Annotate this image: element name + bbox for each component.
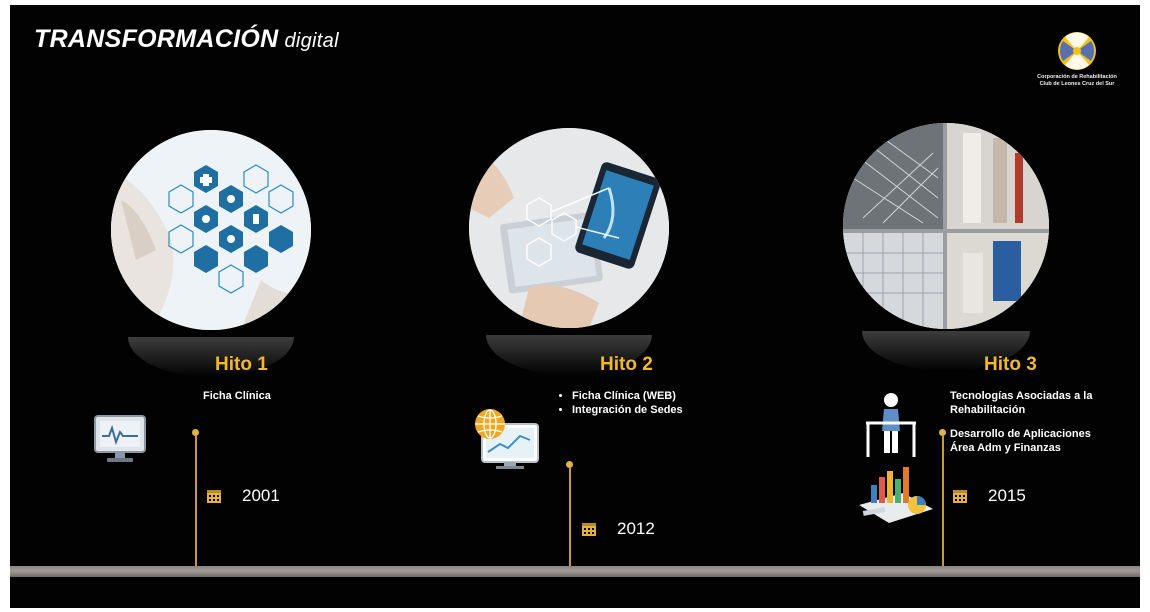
milestone-1-line [194, 435, 197, 566]
milestone-1-description: Ficha Clínica [203, 389, 343, 403]
finance-charts-icon [859, 467, 933, 523]
milestone-2-item: Integración de Sedes [572, 403, 730, 417]
logo-line-2: Club de Leones Cruz del Sur [1039, 81, 1115, 87]
year-text: 2015 [988, 486, 1026, 505]
milestone-3-item: Tecnologías Asociadas a la Rehabilitació… [950, 390, 1093, 416]
milestone-3-year: 2015 [952, 486, 1026, 506]
milestone-3-label: Hito 3 [984, 354, 1037, 375]
title-strong: TRANSFORMACIÓN [34, 25, 279, 53]
calendar-icon [953, 490, 967, 503]
year-text: 2001 [242, 486, 280, 505]
milestone-1-photo [111, 130, 311, 330]
milestone-1-item: Ficha Clínica [203, 390, 271, 402]
monitor-icon [94, 415, 146, 462]
logo-emblem-icon [1058, 32, 1096, 70]
logo-text: Corporación de Rehabilitación Club de Le… [1029, 74, 1125, 88]
rehab-walker-icon [866, 393, 916, 457]
title-light: digital [284, 30, 339, 52]
milestone-1-label: Hito 1 [215, 354, 268, 375]
logo-line-1: Corporación de Rehabilitación [1037, 74, 1117, 80]
milestone-2-label: Hito 2 [600, 354, 653, 375]
milestone-3-dot [939, 429, 946, 436]
milestone-2-year: 2012 [581, 519, 655, 539]
logo: Corporación de Rehabilitación Club de Le… [1029, 31, 1125, 101]
page-title: TRANSFORMACIÓN digital [34, 25, 339, 54]
calendar-icon [207, 490, 221, 503]
year-text: 2012 [617, 519, 655, 538]
calendar-icon [582, 523, 596, 536]
milestone-2-photo [469, 128, 669, 328]
milestone-1-dot [192, 429, 199, 436]
footer-bar [10, 566, 1140, 577]
milestone-3-item: Desarrollo de Aplicaciones Área Adm y Fi… [950, 428, 1091, 454]
slide: TRANSFORMACIÓN digital Corporación de Reh… [10, 5, 1140, 608]
milestone-2-dot [566, 461, 573, 468]
milestone-2-line [568, 467, 571, 566]
milestone-1-year: 2001 [206, 486, 280, 506]
milestone-2-item: Ficha Clínica (WEB) [572, 389, 730, 403]
web-globe-icon [475, 409, 539, 469]
milestone-3-description: Tecnologías Asociadas a la Rehabilitació… [950, 389, 1115, 455]
milestone-3-line [941, 435, 944, 566]
milestone-2-description: Ficha Clínica (WEB) Integración de Sedes [560, 389, 730, 417]
milestone-3-photo [843, 123, 1049, 329]
milestone-1-reflection [128, 337, 294, 377]
